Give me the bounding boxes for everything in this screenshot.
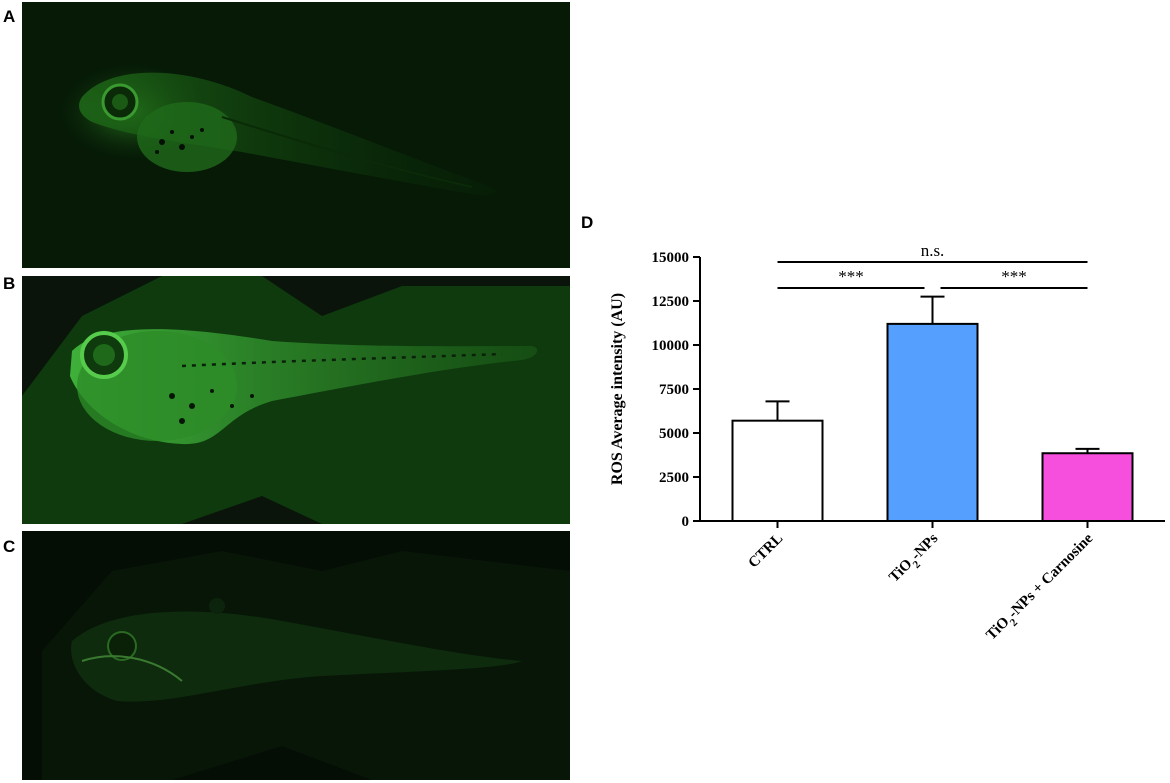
y-tick-label: 0 [682, 514, 690, 530]
x-tick-label: CTRL [746, 531, 787, 572]
y-tick-label: 5000 [659, 426, 689, 442]
panel-label-d: D [581, 213, 594, 232]
significance-label: n.s. [921, 241, 945, 260]
y-tick-label: 7500 [659, 382, 689, 398]
y-tick-label: 2500 [659, 470, 689, 486]
bar [1041, 452, 1134, 523]
micrograph-a [22, 2, 570, 268]
x-tick-label: TiO2-NPs [886, 530, 945, 589]
micrograph-b [22, 276, 570, 524]
panel-label-b: B [3, 274, 16, 293]
significance-label: *** [838, 267, 864, 286]
significance-label: *** [1001, 267, 1027, 286]
panel-label-c: C [3, 537, 16, 556]
y-tick-label: 15000 [652, 250, 690, 266]
y-axis-title: ROS Average intensity (AU) [609, 293, 626, 485]
y-tick-label: 12500 [652, 294, 690, 310]
y-tick-label: 10000 [652, 338, 690, 354]
micrograph-c [22, 531, 570, 780]
panel-label-a: A [3, 7, 16, 26]
bar [731, 419, 824, 522]
x-tick-label: TiO2-NPs + Carnosine [983, 530, 1100, 647]
bar-chart: 0 2500 5000 7500 10000 12500 15000 ROS Average … [609, 241, 1165, 647]
bar [886, 322, 979, 522]
